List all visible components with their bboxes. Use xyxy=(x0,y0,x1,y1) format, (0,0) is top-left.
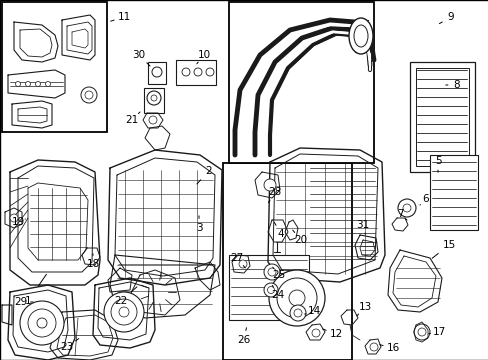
Bar xyxy=(143,88,163,113)
Text: 29: 29 xyxy=(14,297,27,307)
Ellipse shape xyxy=(267,287,274,293)
Text: 13: 13 xyxy=(358,302,371,312)
Text: 18: 18 xyxy=(86,259,100,269)
Ellipse shape xyxy=(81,87,97,103)
Ellipse shape xyxy=(194,68,202,76)
Ellipse shape xyxy=(119,307,129,317)
Ellipse shape xyxy=(348,18,372,54)
Ellipse shape xyxy=(293,309,302,317)
Ellipse shape xyxy=(111,299,137,325)
Text: 4: 4 xyxy=(277,229,284,239)
Text: 15: 15 xyxy=(442,240,455,250)
Bar xyxy=(148,62,165,84)
Ellipse shape xyxy=(182,68,190,76)
Text: 2: 2 xyxy=(205,166,212,176)
Ellipse shape xyxy=(239,260,246,268)
Ellipse shape xyxy=(288,290,305,306)
Text: 17: 17 xyxy=(431,327,445,337)
Text: 19: 19 xyxy=(11,217,24,227)
Text: 24: 24 xyxy=(271,290,284,300)
Text: 26: 26 xyxy=(237,335,250,345)
Ellipse shape xyxy=(369,343,377,351)
Ellipse shape xyxy=(10,214,18,222)
Ellipse shape xyxy=(36,81,41,86)
Text: 14: 14 xyxy=(307,306,320,316)
Ellipse shape xyxy=(413,324,429,340)
Text: 30: 30 xyxy=(132,50,145,60)
Bar xyxy=(176,60,216,85)
Ellipse shape xyxy=(37,318,47,328)
Ellipse shape xyxy=(264,264,280,280)
Text: 25: 25 xyxy=(272,270,285,280)
Text: 12: 12 xyxy=(329,329,342,339)
Text: 1: 1 xyxy=(24,296,31,306)
Ellipse shape xyxy=(20,301,64,345)
Text: 20: 20 xyxy=(294,235,307,245)
Text: 6: 6 xyxy=(422,194,428,204)
Text: 7: 7 xyxy=(396,209,403,219)
Bar xyxy=(409,62,474,172)
Bar xyxy=(429,155,477,230)
Ellipse shape xyxy=(267,268,275,276)
Ellipse shape xyxy=(268,270,325,326)
Text: 16: 16 xyxy=(386,343,399,353)
Text: 8: 8 xyxy=(453,80,459,90)
Text: 23: 23 xyxy=(60,342,74,352)
Ellipse shape xyxy=(353,25,367,47)
Text: 31: 31 xyxy=(356,220,369,230)
Bar xyxy=(223,163,351,360)
Text: 27: 27 xyxy=(230,253,243,263)
Ellipse shape xyxy=(149,116,157,124)
Ellipse shape xyxy=(25,81,30,86)
Text: 5: 5 xyxy=(434,156,440,166)
Text: 3: 3 xyxy=(195,223,202,233)
Ellipse shape xyxy=(264,179,275,191)
Text: 28: 28 xyxy=(268,187,281,197)
Text: 9: 9 xyxy=(447,12,453,22)
Ellipse shape xyxy=(85,91,93,99)
Ellipse shape xyxy=(289,305,305,321)
Ellipse shape xyxy=(402,204,410,212)
Ellipse shape xyxy=(397,199,415,217)
Ellipse shape xyxy=(264,283,278,297)
Text: 21: 21 xyxy=(125,115,138,125)
Ellipse shape xyxy=(205,68,214,76)
Text: 11: 11 xyxy=(117,12,130,22)
Bar xyxy=(228,2,373,163)
Text: 10: 10 xyxy=(197,50,210,60)
Ellipse shape xyxy=(311,329,319,337)
Ellipse shape xyxy=(104,292,143,332)
Bar xyxy=(415,68,468,166)
Ellipse shape xyxy=(276,278,316,318)
Bar xyxy=(2,2,107,132)
Bar xyxy=(228,255,308,320)
Ellipse shape xyxy=(152,67,162,77)
Ellipse shape xyxy=(45,81,50,86)
Ellipse shape xyxy=(417,328,425,336)
Ellipse shape xyxy=(151,95,157,101)
Ellipse shape xyxy=(16,81,20,86)
Ellipse shape xyxy=(147,91,161,105)
Ellipse shape xyxy=(28,309,56,337)
Text: 22: 22 xyxy=(114,296,127,306)
